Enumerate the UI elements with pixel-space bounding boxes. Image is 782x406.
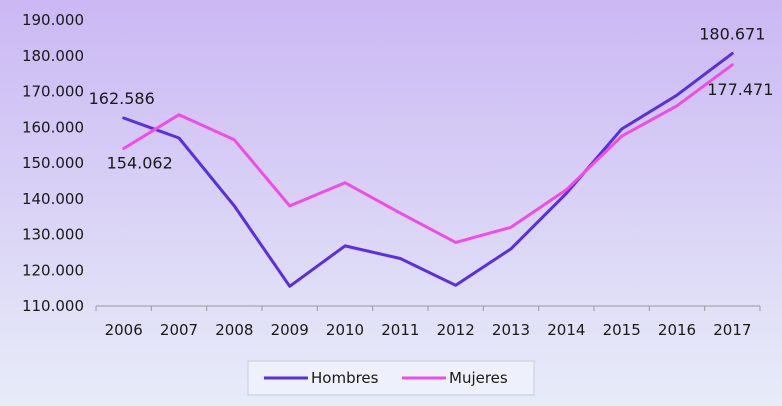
x-tick-label: 2014	[547, 321, 585, 339]
x-axis: 2006 2007 2008 2009 2010 2011 2012 2013 2014 2015…	[95, 306, 761, 339]
data-label: 154.062	[107, 153, 173, 172]
x-tick-label: 2013	[492, 321, 530, 339]
series-line-mujeres	[122, 63, 734, 244]
x-tick-label: 2016	[658, 321, 696, 339]
y-tick-label: 180.000	[22, 47, 84, 65]
series-line-hombres	[122, 51, 734, 288]
y-tick-label: 120.000	[22, 261, 84, 279]
x-tick-label: 2012	[437, 321, 475, 339]
y-tick-label: 190.000	[22, 11, 84, 29]
x-tick-label: 2010	[326, 321, 364, 339]
series-lines	[122, 51, 734, 288]
y-axis: 110.000 120.000 130.000 140.000 150.000 160.0…	[22, 11, 84, 315]
x-tick-label: 2006	[105, 321, 143, 339]
y-tick-label: 110.000	[22, 297, 84, 315]
y-tick-label: 130.000	[22, 226, 84, 244]
x-tick-label: 2008	[215, 321, 253, 339]
x-tick-label: 2015	[603, 321, 641, 339]
y-tick-label: 150.000	[22, 154, 84, 172]
data-label: 162.586	[89, 89, 155, 108]
legend: Hombres Mujeres	[247, 360, 535, 396]
y-tick-label: 160.000	[22, 118, 84, 136]
data-labels: 162.586 154.062 180.671 177.471	[89, 24, 774, 172]
data-label: 177.471	[707, 80, 773, 99]
legend-label-mujeres: Mujeres	[449, 369, 508, 387]
x-tick-label: 2009	[271, 321, 309, 339]
x-tick-label: 2007	[160, 321, 198, 339]
data-label: 180.671	[699, 24, 765, 43]
y-tick-label: 140.000	[22, 190, 84, 208]
y-tick-label: 170.000	[22, 83, 84, 101]
legend-label-hombres: Hombres	[311, 369, 379, 387]
x-tick-label: 2017	[713, 321, 751, 339]
x-tick-label: 2011	[381, 321, 419, 339]
